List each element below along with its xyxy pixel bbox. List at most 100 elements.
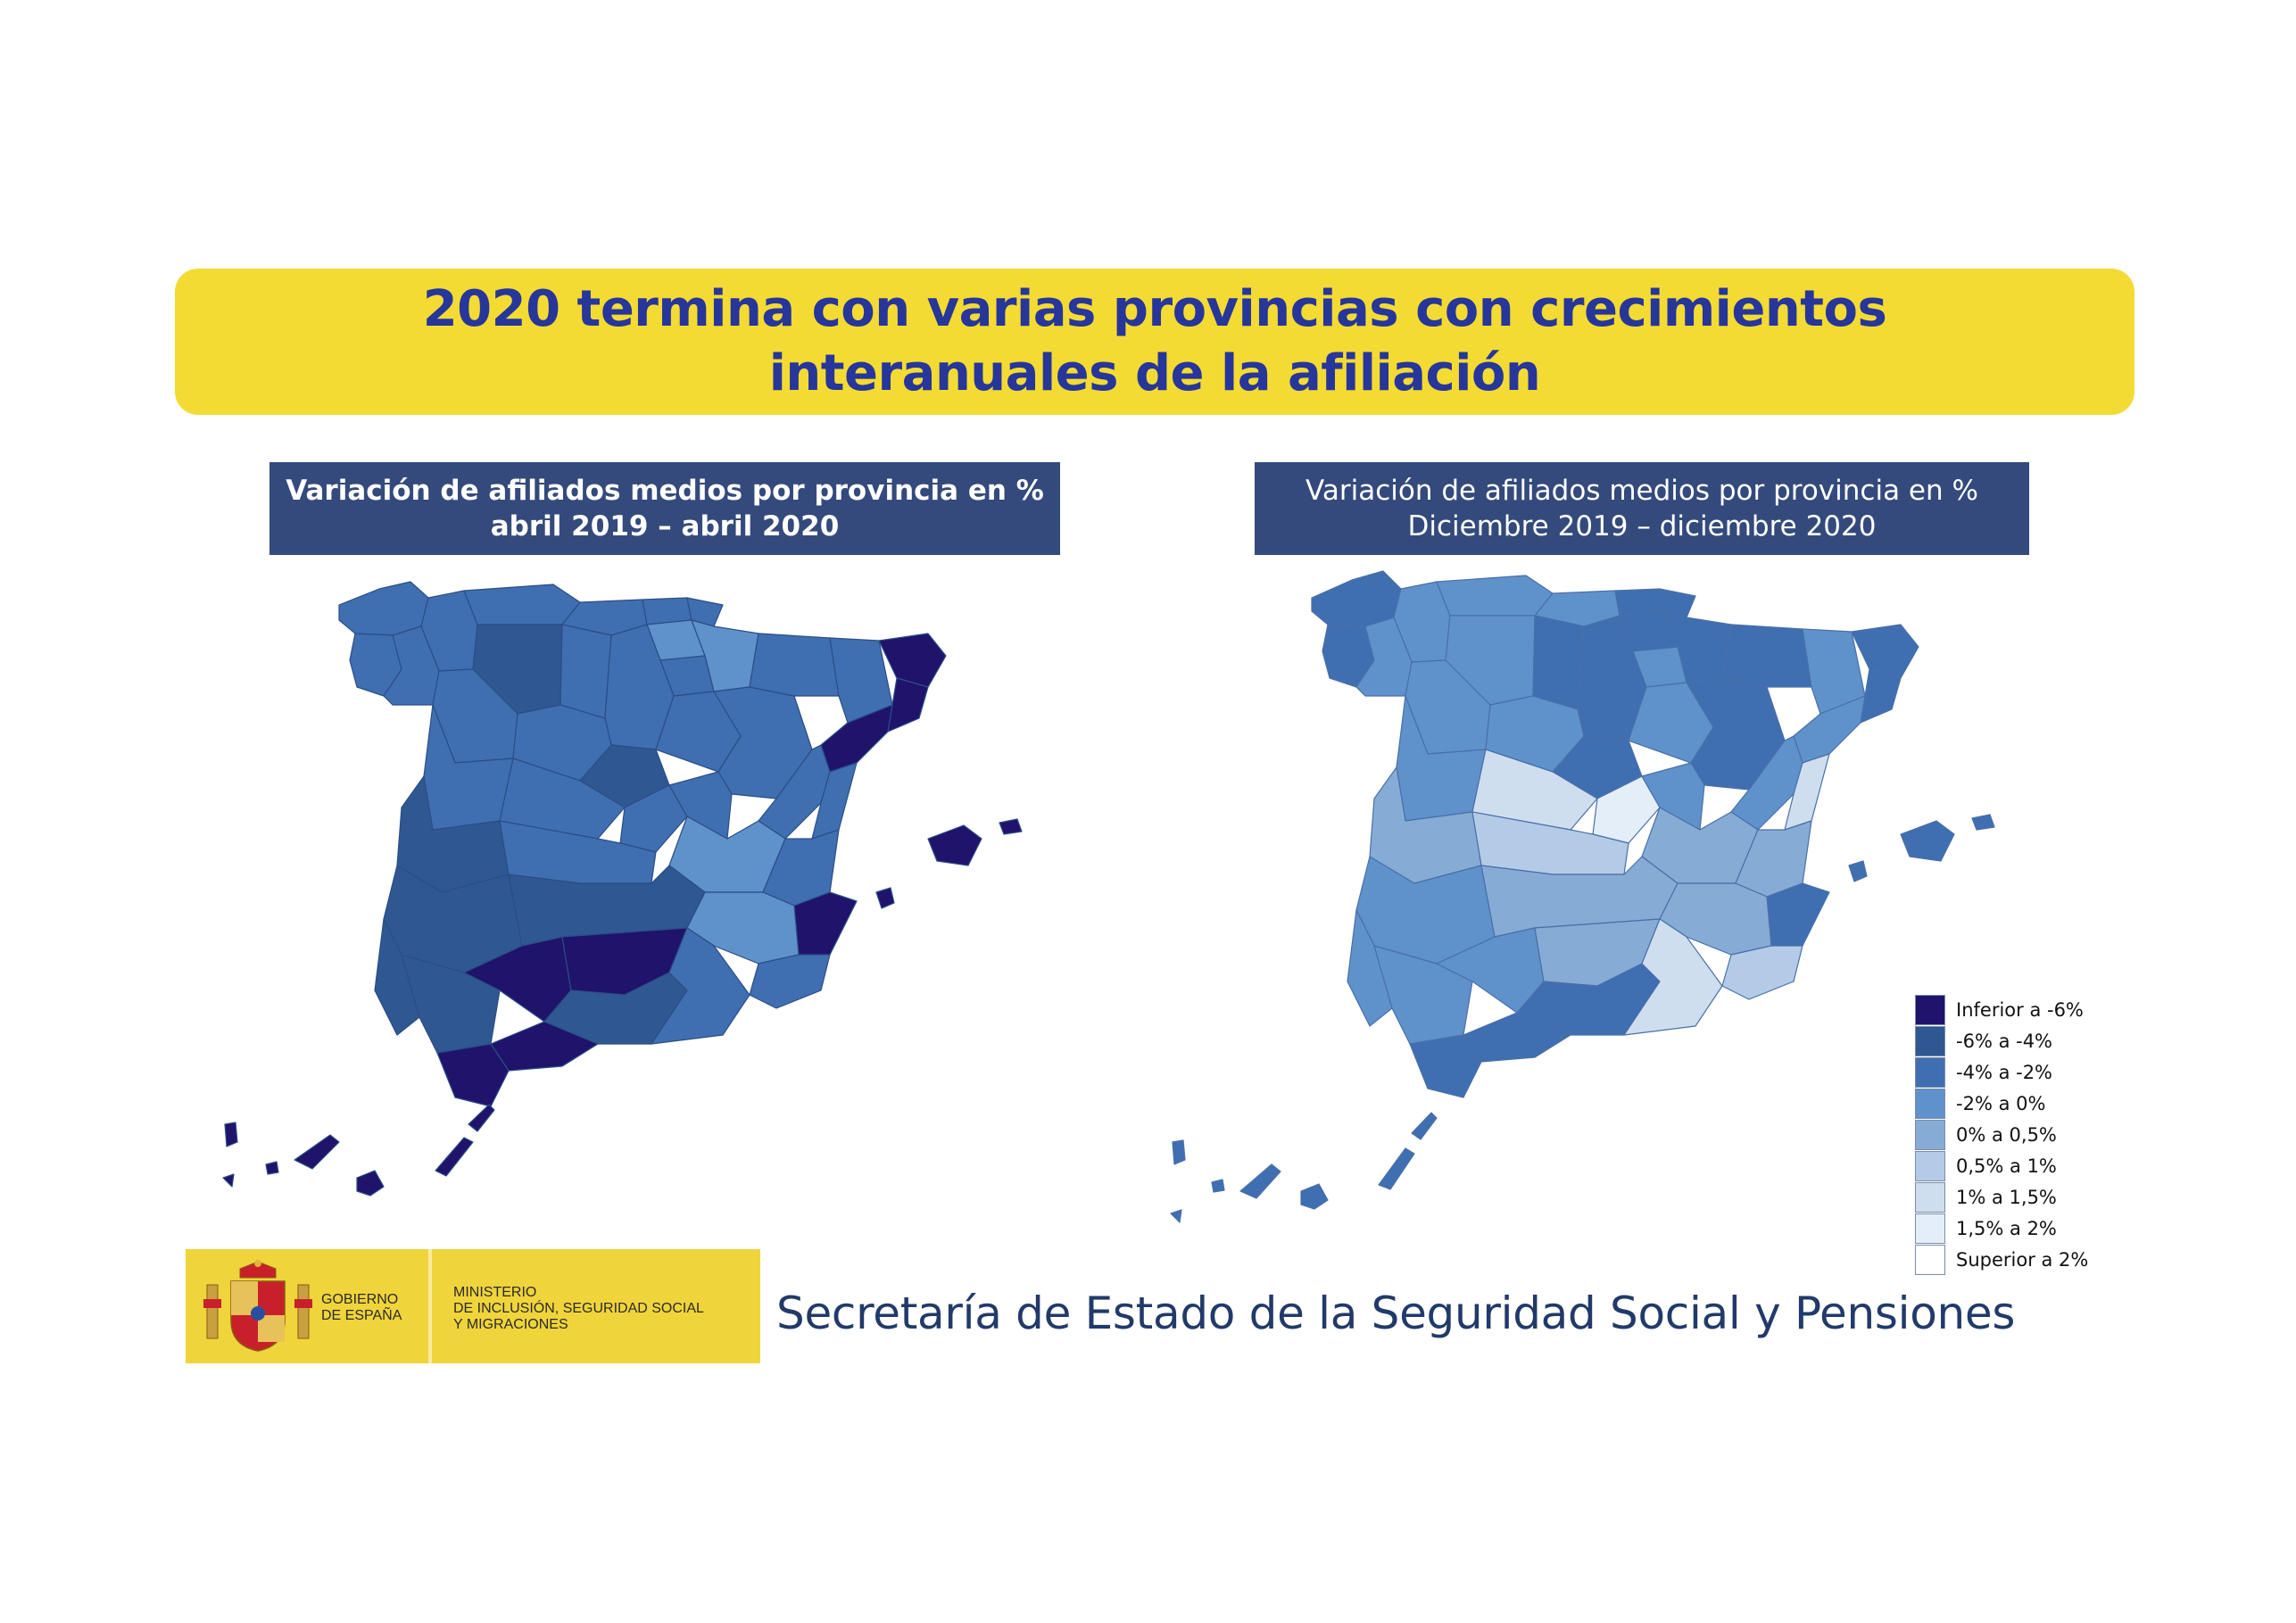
- province-huelva: [1347, 909, 1393, 1027]
- province-canarias-gomera: [265, 1161, 279, 1175]
- province-baleares-menorca: [1971, 814, 1995, 831]
- legend-swatch: [1915, 1150, 1945, 1181]
- province-canarias-la-palma: [1172, 1139, 1186, 1165]
- secretaria-label: Secretaría de Estado de la Seguridad Soc…: [776, 1288, 2016, 1339]
- province-cadiz: [1409, 1034, 1482, 1098]
- left-province-map: [222, 581, 1023, 1197]
- province-canarias-gomera: [1211, 1179, 1225, 1193]
- province-asturias: [1436, 575, 1554, 617]
- legend-swatch: [1915, 1056, 1945, 1088]
- province-asturias: [463, 584, 581, 625]
- province-castellon: [1784, 753, 1830, 831]
- legend-label: 1% a 1,5%: [1956, 1186, 2057, 1208]
- province-murcia: [749, 954, 831, 1009]
- province-palencia: [559, 624, 612, 719]
- province-canarias-lanzarote: [468, 1104, 495, 1132]
- province-alicante: [1766, 882, 1830, 947]
- ministerio-line-3: y Migraciones: [453, 1317, 568, 1332]
- coat-of-arms-icon: [203, 1260, 312, 1352]
- ministerio-line-2: de Inclusión, Seguridad Social: [453, 1301, 704, 1316]
- province-baleares-ibiza: [1848, 860, 1868, 882]
- province-avila: [499, 758, 626, 840]
- legend-swatch: [1915, 1119, 1945, 1150]
- legend-label: 1,5% a 2%: [1956, 1217, 2057, 1239]
- province-guadalajara: [668, 771, 733, 840]
- province-baleares-mallorca: [1900, 820, 1955, 862]
- province-huelva: [374, 918, 420, 1036]
- province-girona: [878, 633, 947, 688]
- gobierno-line-2: de España: [321, 1308, 402, 1323]
- left-map-title: Variación de afiliados medios por provin…: [269, 462, 1060, 555]
- legend-item: Superior a 2%: [1915, 1244, 2129, 1275]
- headline-line-1: 2020 termina con varias provincias con c…: [422, 280, 1887, 338]
- province-baleares-menorca: [999, 818, 1023, 835]
- legend-swatch: [1915, 1181, 1945, 1213]
- province-murcia: [1721, 945, 1803, 1000]
- province-canarias-fuerteventura: [1378, 1147, 1415, 1190]
- province-baleares-mallorca: [927, 824, 982, 866]
- province-canarias-el-hierro: [222, 1173, 235, 1188]
- gobierno-label: Gobierno de España: [321, 1292, 402, 1324]
- province-baleares-ibiza: [875, 887, 895, 909]
- legend-item: 1,5% a 2%: [1915, 1213, 2129, 1244]
- province-a-coruna: [338, 581, 429, 636]
- legend-item: 0% a 0,5%: [1915, 1119, 2129, 1150]
- province-canarias-fuerteventura: [435, 1137, 474, 1177]
- legend-label: Superior a 2%: [1956, 1248, 2089, 1271]
- legend-item: Inferior a -6%: [1915, 994, 2129, 1025]
- province-palencia: [1532, 615, 1585, 710]
- legend-item: -4% a -2%: [1915, 1056, 2129, 1088]
- province-guadalajara: [1641, 762, 1705, 831]
- legend-label: 0,5% a 1%: [1956, 1155, 2057, 1177]
- province-huesca: [749, 633, 840, 697]
- province-huesca: [1721, 624, 1812, 688]
- legend-label: -2% a 0%: [1956, 1092, 2046, 1114]
- legend-item: -6% a -4%: [1915, 1025, 2129, 1056]
- legend-item: 0,5% a 1%: [1915, 1150, 2129, 1181]
- right-map-title: Variación de afiliados medios por provin…: [1255, 462, 2029, 555]
- province-cadiz: [436, 1043, 510, 1107]
- legend-label: -6% a -4%: [1956, 1030, 2053, 1052]
- province-canarias-gran-canaria: [1300, 1183, 1329, 1210]
- left-map-title-line-2: abril 2019 – abril 2020: [490, 510, 840, 542]
- province-canarias-tenerife: [294, 1134, 340, 1170]
- left-map-title-line-1: Variación de afiliados medios por provin…: [286, 475, 1044, 507]
- legend-label: Inferior a -6%: [1956, 998, 2084, 1021]
- logo-separator: [428, 1249, 432, 1363]
- province-madrid: [1592, 775, 1661, 844]
- legend-label: 0% a 0,5%: [1956, 1123, 2057, 1146]
- headline-line-2: interanuales de la afiliación: [768, 344, 1541, 402]
- province-almeria: [1623, 918, 1723, 1036]
- province-almeria: [651, 927, 750, 1045]
- right-province-map: [1170, 570, 1995, 1223]
- province-a-coruna: [1311, 570, 1402, 627]
- legend-label: -4% a -2%: [1956, 1061, 2053, 1083]
- legend-swatch: [1915, 994, 1945, 1025]
- province-girona: [1851, 624, 1919, 679]
- legend-swatch: [1915, 1088, 1945, 1119]
- province-barcelona: [887, 677, 929, 733]
- legend-item: -2% a 0%: [1915, 1088, 2129, 1119]
- province-canarias-tenerife: [1239, 1163, 1281, 1199]
- legend-item: 1% a 1,5%: [1915, 1181, 2129, 1213]
- province-ourense: [383, 625, 440, 706]
- map-legend: Inferior a -6% -6% a -4% -4% a -2% -2% a 0%…: [1915, 994, 2129, 1275]
- province-madrid: [619, 784, 688, 853]
- province-barcelona: [1860, 668, 1902, 724]
- right-map-title-line-1: Variación de afiliados medios por provin…: [1305, 475, 1978, 507]
- legend-swatch: [1915, 1244, 1945, 1275]
- legend-swatch: [1915, 1213, 1945, 1244]
- province-canarias-gran-canaria: [356, 1170, 385, 1197]
- legend-swatch: [1915, 1025, 1945, 1056]
- province-avila: [1471, 749, 1598, 831]
- province-castellon: [811, 762, 858, 840]
- province-ourense: [1355, 617, 1413, 697]
- ministerio-label: Ministerio de Inclusión, Seguridad Socia…: [453, 1285, 704, 1333]
- ministerio-line-1: Ministerio: [453, 1285, 537, 1300]
- headline-banner: 2020 termina con varias provincias con c…: [175, 269, 2134, 415]
- province-alicante: [793, 891, 858, 956]
- government-logo: Gobierno de España Ministerio de Inclusi…: [186, 1249, 760, 1363]
- province-canarias-lanzarote: [1411, 1112, 1438, 1140]
- province-canarias-la-palma: [224, 1122, 238, 1147]
- gobierno-line-1: Gobierno: [321, 1292, 399, 1307]
